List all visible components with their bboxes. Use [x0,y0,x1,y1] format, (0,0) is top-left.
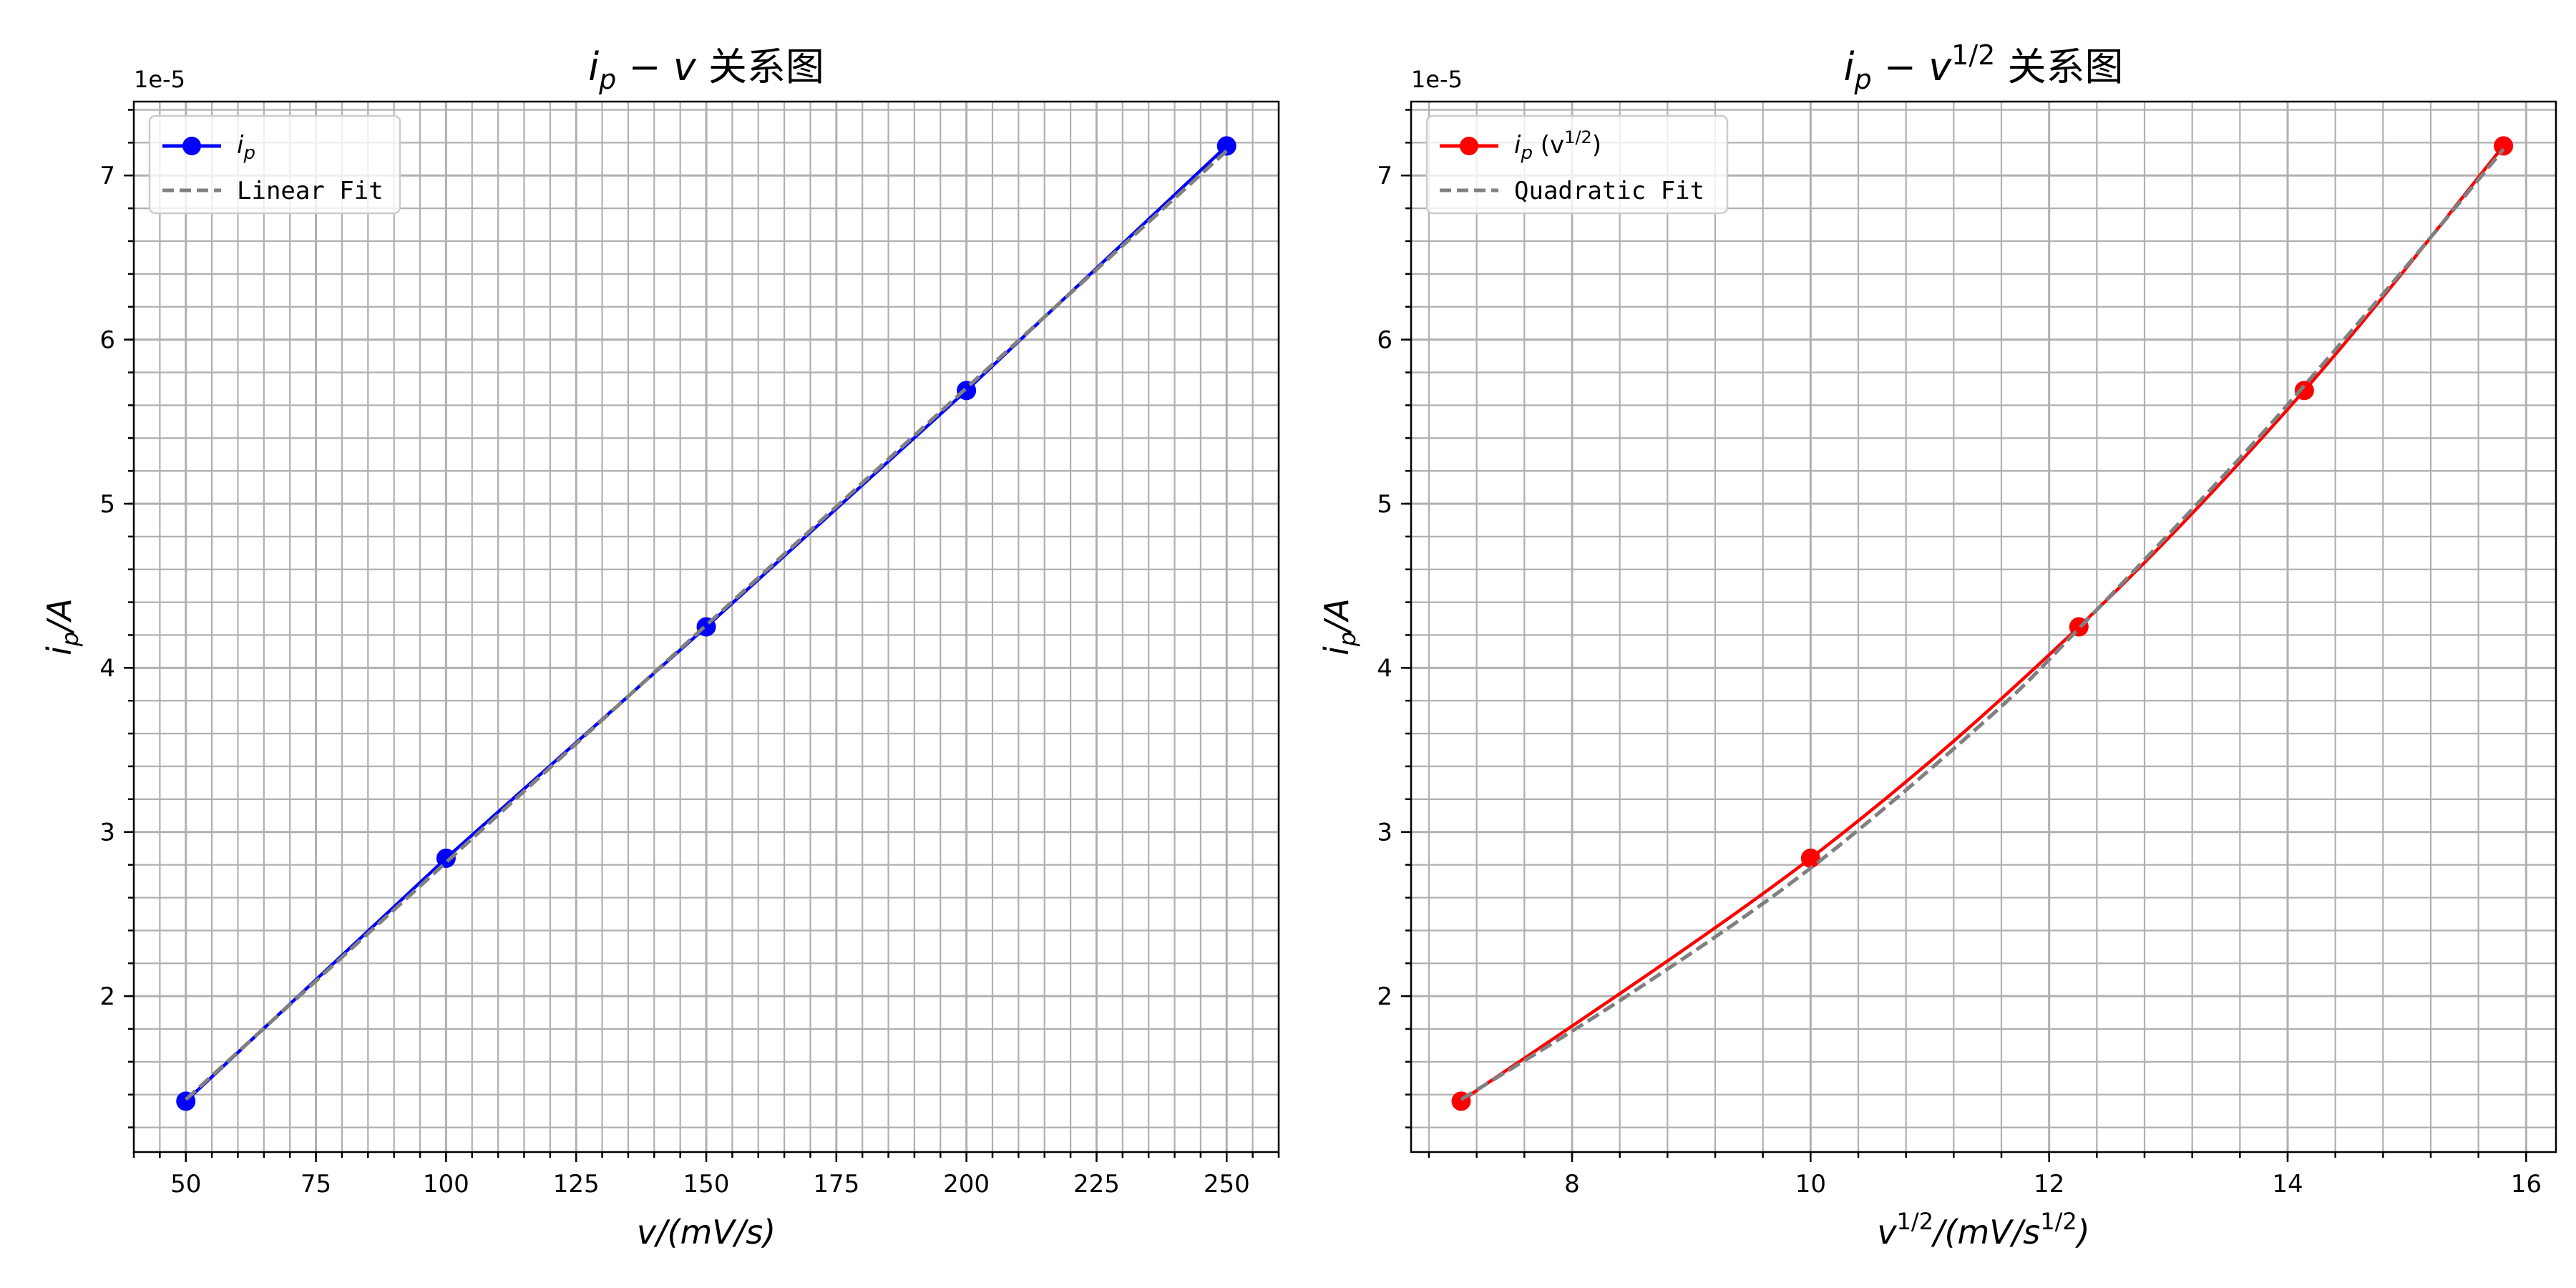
y-axis-label: ip/A [1317,598,1361,655]
data-point [2494,136,2514,156]
grid [1411,102,2556,1152]
y-tick-label: 7 [1377,162,1392,190]
chart-panel-ip-vs-v: 50 75 100 125 150 175 200 225 250 2 3 4 5 6 7 1e-5 ip − … [40,44,1280,1252]
data-point [2294,381,2314,401]
y-tick-label: 5 [99,490,115,519]
x-tick-label: 200 [943,1170,990,1199]
legend-marker [182,137,201,155]
y-tick-label: 7 [99,162,115,190]
x-tick-label: 125 [553,1170,600,1199]
legend-label: Linear Fit [237,177,384,205]
y-offset-text: 1e-5 [134,66,185,93]
grid [134,102,1279,1152]
series-line [1460,145,2505,1103]
x-tick-label: 50 [170,1170,201,1199]
x-tick-label: 8 [1564,1170,1580,1199]
y-tick-label: 3 [99,819,115,847]
y-tick-label: 6 [1377,326,1392,355]
x-axis-label: v1/2/(mV/s1/2) [1877,1208,2089,1252]
x-tick-label: 75 [301,1170,331,1199]
x-tick-label: 150 [683,1170,730,1199]
x-tick-label: 14 [2272,1170,2303,1199]
legend-marker [1460,137,1478,155]
x-tick-label: 10 [1795,1170,1826,1199]
x-tick-label: 225 [1073,1170,1120,1199]
y-tick-label: 2 [1377,982,1392,1011]
y-tick-label: 2 [99,982,115,1011]
fit-line-overlay [1460,147,2505,1101]
x-tick-label: 100 [423,1170,469,1199]
x-axis-label: v/(mV/s) [637,1213,776,1252]
y-tick-label: 3 [1377,819,1392,847]
legend-label: ip [237,131,255,164]
axes-frame [132,100,1280,1153]
legend: ip Linear Fit [148,114,401,215]
chart-panel-ip-vs-sqrt-v: 8 10 12 14 16 2 3 4 5 6 7 1e-5 ip − v1/2 关系图 v1/2/(mV… [1317,39,2557,1252]
x-tick-label: 175 [813,1170,859,1199]
fit-line [1460,147,2505,1101]
legend-label: ip (v1/2) [1514,127,1601,164]
legend-label: Quadratic Fit [1514,177,1704,205]
x-tick-label: 250 [1204,1170,1250,1199]
chart-title: ip − v1/2 关系图 [1843,39,2123,95]
y-tick-label: 6 [99,326,115,355]
chart-title: ip − v 关系图 [588,44,824,95]
plot-area [1460,145,2505,1103]
fit-line-overlay [185,149,1228,1101]
data-point [436,848,456,868]
x-tick-label: 16 [2511,1170,2542,1199]
y-offset-text: 1e-5 [1411,66,1463,93]
axes-frame [1410,100,2557,1153]
x-tick-label: 12 [2034,1170,2064,1199]
data-point [1800,848,1820,868]
y-tick-label: 4 [1377,654,1392,683]
y-tick-label: 4 [99,654,115,683]
legend: ip (v1/2) Quadratic Fit [1425,114,1729,215]
y-axis-label: ip/A [40,598,84,655]
legend-frame [1425,114,1729,215]
data-point [1216,136,1236,156]
y-tick-label: 5 [1377,490,1392,519]
legend-frame [148,114,401,215]
